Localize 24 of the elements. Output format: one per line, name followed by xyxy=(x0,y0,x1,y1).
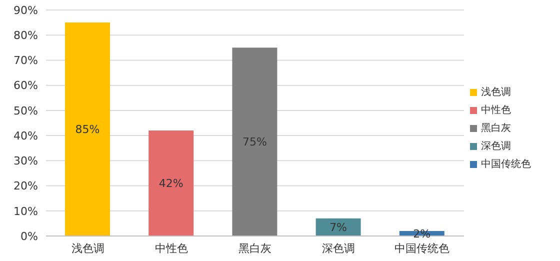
legend-label: 中性色 xyxy=(481,105,511,116)
legend-label: 黑白灰 xyxy=(481,123,511,134)
legend-label: 深色调 xyxy=(481,141,511,152)
data-label: 7% xyxy=(330,221,348,234)
y-tick-label: 50% xyxy=(14,104,38,118)
data-label: 85% xyxy=(75,123,100,136)
y-tick-label: 90% xyxy=(14,4,38,17)
y-tick-label: 70% xyxy=(14,54,38,68)
y-tick-label: 30% xyxy=(14,154,38,168)
data-label: 75% xyxy=(242,136,267,149)
x-tick-label: 浅色调 xyxy=(71,242,104,255)
x-tick-label: 中性色 xyxy=(154,242,188,255)
x-tick-label: 深色调 xyxy=(322,242,356,255)
legend-label: 浅色调 xyxy=(481,87,511,98)
y-tick-label: 40% xyxy=(14,129,38,142)
data-label: 42% xyxy=(158,177,184,190)
x-tick-label: 中国传统色 xyxy=(394,242,450,255)
y-tick-label: 80% xyxy=(14,29,38,42)
legend-label: 中国传统色 xyxy=(481,159,531,170)
y-tick-label: 60% xyxy=(14,79,38,92)
x-tick-label: 黑白灰 xyxy=(238,242,272,255)
y-tick-label: 0% xyxy=(20,230,38,243)
y-tick-label: 20% xyxy=(14,180,38,193)
y-tick-label: 10% xyxy=(14,204,38,218)
